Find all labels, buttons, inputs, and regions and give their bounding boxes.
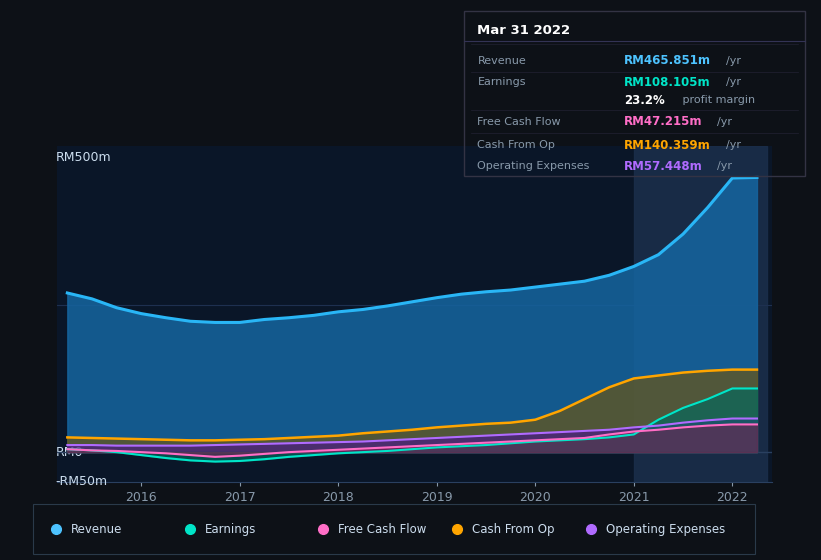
Text: RM465.851m: RM465.851m [624, 54, 711, 67]
Text: Earnings: Earnings [204, 522, 256, 536]
Text: RM47.215m: RM47.215m [624, 115, 703, 128]
Text: /yr: /yr [727, 77, 741, 87]
Text: profit margin: profit margin [678, 95, 754, 105]
Text: Mar 31 2022: Mar 31 2022 [478, 25, 571, 38]
Text: Cash From Op: Cash From Op [472, 522, 555, 536]
Text: Free Cash Flow: Free Cash Flow [338, 522, 427, 536]
Text: /yr: /yr [727, 140, 741, 150]
Text: Cash From Op: Cash From Op [478, 140, 555, 150]
Text: RM108.105m: RM108.105m [624, 76, 711, 88]
Text: Operating Expenses: Operating Expenses [606, 522, 725, 536]
Text: /yr: /yr [717, 161, 732, 171]
Text: RM140.359m: RM140.359m [624, 138, 711, 152]
Bar [634, 146, 767, 482]
Text: 23.2%: 23.2% [624, 94, 665, 107]
Text: Operating Expenses: Operating Expenses [478, 161, 589, 171]
Text: /yr: /yr [717, 117, 732, 127]
Text: /yr: /yr [727, 56, 741, 66]
Text: RM500m: RM500m [56, 151, 111, 164]
Text: Revenue: Revenue [478, 56, 526, 66]
Text: RM57.448m: RM57.448m [624, 160, 703, 173]
Text: Earnings: Earnings [478, 77, 526, 87]
Text: Free Cash Flow: Free Cash Flow [478, 117, 561, 127]
Text: -RM50m: -RM50m [56, 475, 108, 488]
Text: Revenue: Revenue [71, 522, 122, 536]
Text: RM0: RM0 [56, 446, 83, 459]
